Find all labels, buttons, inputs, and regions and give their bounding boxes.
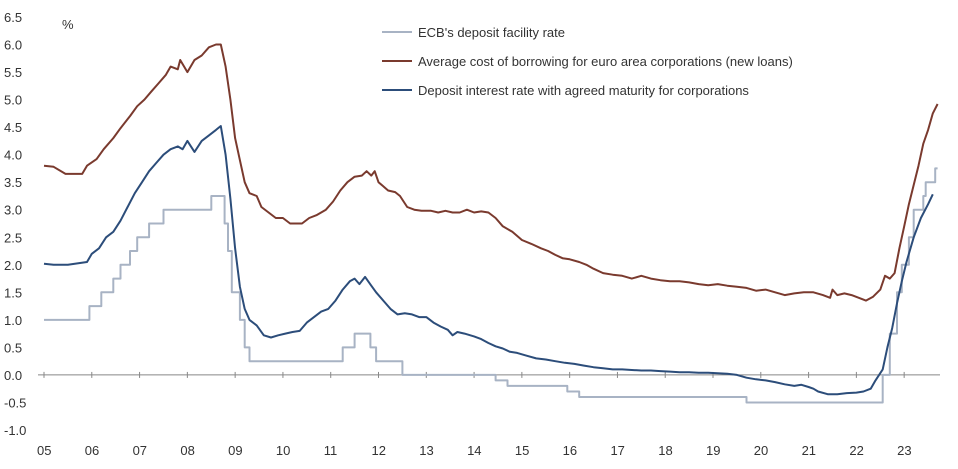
- y-tick-label: 2.0: [4, 258, 22, 273]
- y-tick-label: 1.0: [4, 313, 22, 328]
- y-tick-label: 1.5: [4, 285, 22, 300]
- x-tick-label: 05: [37, 443, 51, 458]
- y-tick-label: 4.0: [4, 148, 22, 163]
- legend-label: Deposit interest rate with agreed maturi…: [418, 83, 749, 98]
- x-tick-label: 13: [419, 443, 433, 458]
- y-tick-label: -1.0: [4, 423, 26, 438]
- y-tick-label: 6.0: [4, 38, 22, 53]
- legend-label: Average cost of borrowing for euro area …: [418, 54, 793, 69]
- x-tick-label: 08: [180, 443, 194, 458]
- x-tick-label: 10: [276, 443, 290, 458]
- x-tick-label: 23: [897, 443, 911, 458]
- series-lines: [43, 43, 939, 404]
- series-line-1: [44, 167, 938, 404]
- y-tick-label: 6.5: [4, 10, 22, 25]
- y-axis-unit-label: %: [62, 17, 74, 32]
- x-tick-label: 07: [133, 443, 147, 458]
- legend: ECB's deposit facility rate Average cost …: [382, 25, 793, 98]
- x-tick-label: 16: [563, 443, 577, 458]
- x-tick-label: 09: [228, 443, 242, 458]
- y-tick-label: 4.5: [4, 120, 22, 135]
- x-tick-label: 14: [467, 443, 481, 458]
- y-tick-label: 0.0: [4, 368, 22, 383]
- x-tick-label: 06: [85, 443, 99, 458]
- y-tick-label: 3.0: [4, 203, 22, 218]
- x-tick-label: 12: [372, 443, 386, 458]
- y-tick-label: 3.5: [4, 175, 22, 190]
- y-tick-label: 5.5: [4, 65, 22, 80]
- x-tick-label: 17: [610, 443, 624, 458]
- x-tick-label: 11: [324, 443, 338, 458]
- x-tick-label: 18: [658, 443, 672, 458]
- legend-label: ECB's deposit facility rate: [418, 25, 565, 40]
- x-tick-label: 21: [802, 443, 816, 458]
- y-tick-label: 5.0: [4, 93, 22, 108]
- y-tick-label: 0.5: [4, 340, 22, 355]
- x-tick-label: 15: [515, 443, 529, 458]
- y-axis-tick-labels: 6.5 6.0 5.5 5.0 4.5 4.0 3.5 3.0 2.5 2.0 1.5 1.0 0.5 0…: [4, 10, 26, 438]
- x-tick-label: 19: [706, 443, 720, 458]
- series-line-2: [43, 43, 939, 302]
- x-tick-label: 20: [754, 443, 768, 458]
- x-tick-label: 22: [849, 443, 863, 458]
- y-tick-label: -0.5: [4, 395, 26, 410]
- series-line-3: [43, 125, 934, 396]
- y-tick-label: 2.5: [4, 230, 22, 245]
